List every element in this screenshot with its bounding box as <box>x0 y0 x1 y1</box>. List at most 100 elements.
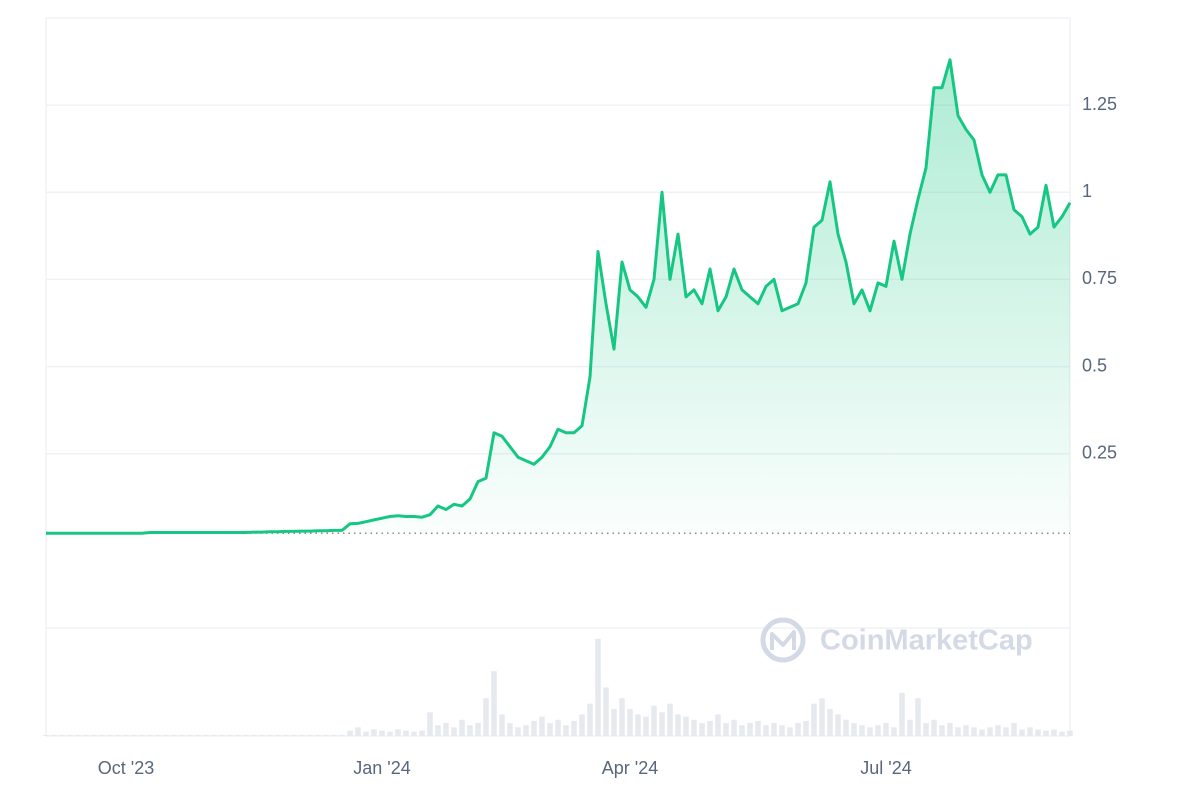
volume-bar <box>123 734 129 736</box>
volume-bar <box>283 734 289 736</box>
volume-bar <box>243 734 249 736</box>
volume-bar <box>971 727 977 736</box>
x-tick-label: Jul '24 <box>860 758 911 778</box>
volume-bar <box>427 712 433 736</box>
volume-bar <box>1003 727 1009 736</box>
y-tick-label: 0.75 <box>1082 268 1117 288</box>
volume-bar <box>195 734 201 736</box>
volume-bar <box>163 734 169 736</box>
volume-bar <box>1019 729 1025 736</box>
y-tick-label: 1 <box>1082 181 1092 201</box>
volume-bar <box>419 730 425 736</box>
volume-bar <box>867 727 873 736</box>
volume-bar <box>627 709 633 736</box>
volume-bar <box>307 734 313 736</box>
volume-bar <box>83 734 89 736</box>
volume-bar <box>987 727 993 736</box>
volume-bar <box>923 723 929 736</box>
volume-bar <box>483 698 489 736</box>
volume-bar <box>875 725 881 736</box>
volume-bar <box>1027 727 1033 736</box>
volume-bar <box>59 734 65 736</box>
volume-bar <box>379 730 385 736</box>
volume-bar <box>795 723 801 736</box>
volume-bar <box>563 725 569 736</box>
price-area <box>46 59 1070 534</box>
watermark: CoinMarketCap <box>760 617 1033 663</box>
volume-bar <box>267 734 273 736</box>
volume-bar <box>763 725 769 736</box>
volume-bar <box>955 727 961 736</box>
volume-bar <box>635 714 641 736</box>
volume-bar <box>43 734 49 736</box>
volume-bar <box>747 723 753 736</box>
volume-bar <box>915 698 921 736</box>
x-tick-label: Apr '24 <box>602 758 658 778</box>
volume-bar <box>491 671 497 736</box>
volume-bar <box>587 703 593 736</box>
volume-bar <box>339 734 345 736</box>
volume-bar <box>667 703 673 736</box>
volume-bar <box>651 705 657 736</box>
volume-bar <box>363 731 369 736</box>
volume-bar <box>371 729 377 736</box>
volume-bar <box>707 720 713 736</box>
volume-bar <box>683 716 689 736</box>
volume-bar <box>995 725 1001 736</box>
volume-bar <box>843 719 849 736</box>
volume-bar <box>499 714 505 736</box>
volume-bar <box>91 734 97 736</box>
volume-bar <box>219 734 225 736</box>
volume-bar <box>1051 729 1057 736</box>
volume-bar <box>643 716 649 736</box>
volume-bar <box>51 734 57 736</box>
volume-bar <box>947 723 953 736</box>
volume-bar <box>211 734 217 736</box>
volume-bar <box>315 734 321 736</box>
volume-bar <box>523 725 529 736</box>
volume-bar <box>803 720 809 736</box>
volume-bar <box>531 720 537 736</box>
volume-bar <box>1067 730 1073 736</box>
volume-bar <box>259 734 265 736</box>
volume-bar <box>603 687 609 736</box>
volume-bar <box>891 727 897 736</box>
volume-bar <box>883 723 889 736</box>
volume-bar <box>275 734 281 736</box>
volume-bar <box>907 719 913 736</box>
volume-bar <box>1043 730 1049 736</box>
volume-bar <box>291 734 297 736</box>
volume-bar <box>571 720 577 736</box>
volume-bar <box>715 714 721 736</box>
volume-bar <box>787 727 793 736</box>
volume-bar <box>99 734 105 736</box>
volume-bar <box>355 727 361 736</box>
volume-bar <box>475 723 481 736</box>
volume-bar <box>771 723 777 736</box>
volume-bar <box>331 734 337 736</box>
volume-bar <box>555 719 561 736</box>
volume-bar <box>179 734 185 736</box>
volume-bar <box>131 734 137 736</box>
volume-bar <box>395 729 401 736</box>
volume-bar <box>851 723 857 736</box>
volume-bar <box>547 723 553 736</box>
volume-bar <box>755 720 761 736</box>
volume-bar <box>235 734 241 736</box>
watermark-logo <box>760 617 806 663</box>
volume-bar <box>579 714 585 736</box>
volume-bar <box>835 714 841 736</box>
volume-bar <box>675 714 681 736</box>
y-tick-label: 0.25 <box>1082 442 1117 462</box>
volume-bar <box>691 719 697 736</box>
volume-bar <box>107 734 113 736</box>
volume-bar <box>819 698 825 736</box>
volume-bar <box>539 716 545 736</box>
volume-bar <box>411 731 417 736</box>
watermark-logo-mark <box>770 630 796 650</box>
volume-bar <box>899 692 905 736</box>
volume-bar <box>467 725 473 736</box>
price-line <box>46 58 1072 535</box>
watermark-text: CoinMarketCap <box>820 625 1033 657</box>
